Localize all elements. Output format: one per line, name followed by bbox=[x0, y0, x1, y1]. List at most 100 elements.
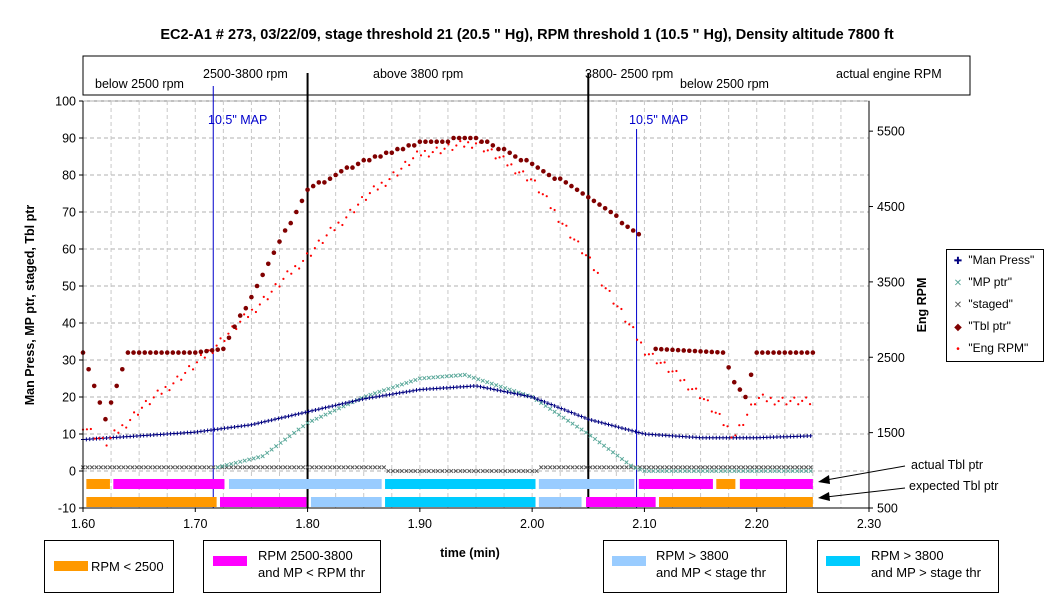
man-press-point bbox=[448, 385, 453, 390]
staged-point bbox=[687, 465, 692, 470]
tbl-ptr-point bbox=[681, 348, 687, 353]
expected-tbl-ptr-bar bbox=[538, 497, 582, 507]
x-tick-label: 2.10 bbox=[632, 517, 656, 531]
mp-ptr-point bbox=[588, 433, 593, 438]
staged-point bbox=[633, 465, 638, 470]
key-swatch bbox=[213, 556, 247, 566]
man-press-point bbox=[522, 393, 527, 398]
eng-rpm-point bbox=[357, 203, 360, 206]
mp-ptr-point bbox=[732, 468, 737, 474]
eng-rpm-point bbox=[498, 156, 501, 159]
mp-ptr-point bbox=[471, 375, 476, 380]
man-press-point bbox=[242, 423, 247, 428]
mp-ptr-point bbox=[503, 385, 508, 391]
man-press-point bbox=[205, 428, 210, 433]
tbl-ptr-point bbox=[114, 383, 119, 389]
tbl-ptr-point bbox=[254, 283, 260, 289]
staged-point bbox=[570, 465, 575, 470]
tbl-ptr-point bbox=[395, 146, 400, 152]
man-press-point bbox=[209, 428, 214, 433]
mp-ptr-point bbox=[700, 468, 705, 474]
staged-point bbox=[592, 465, 598, 470]
mp-ptr-point bbox=[309, 418, 315, 423]
eng-rpm-point bbox=[243, 313, 246, 316]
staged-point bbox=[696, 465, 701, 470]
man-press-point bbox=[246, 423, 251, 428]
legend-label: "staged" bbox=[968, 297, 1013, 311]
staged-point bbox=[368, 465, 373, 470]
mp-ptr-point bbox=[781, 468, 786, 474]
mp-ptr-point bbox=[300, 424, 306, 429]
mp-ptr-point bbox=[727, 468, 732, 474]
staged-point bbox=[395, 468, 400, 474]
man-press-point bbox=[502, 389, 507, 394]
staged-point bbox=[525, 468, 530, 474]
tbl-ptr-point bbox=[148, 350, 153, 355]
man-press-point bbox=[269, 418, 274, 423]
expected-tbl-ptr-bar bbox=[385, 497, 536, 507]
staged-point bbox=[291, 465, 297, 470]
staged-point bbox=[543, 465, 548, 470]
man-press-point bbox=[111, 435, 116, 440]
staged-point bbox=[287, 465, 292, 470]
eng-rpm-point bbox=[643, 353, 647, 356]
staged-point bbox=[727, 465, 732, 470]
eng-rpm-point bbox=[132, 411, 136, 414]
man-press-point bbox=[283, 414, 288, 419]
staged-point bbox=[242, 465, 247, 470]
staged-point bbox=[440, 468, 445, 474]
tbl-ptr-point bbox=[131, 350, 136, 355]
x-tick-label: 1.70 bbox=[183, 517, 207, 531]
man-press-point bbox=[613, 424, 618, 429]
man-press-point bbox=[636, 430, 641, 435]
man-press-point bbox=[219, 426, 224, 431]
man-press-point bbox=[488, 386, 493, 391]
tbl-ptr-point bbox=[535, 165, 541, 170]
tbl-ptr-point bbox=[277, 239, 282, 244]
mp-ptr-point bbox=[435, 374, 440, 380]
tbl-ptr-point bbox=[715, 349, 720, 355]
y-tick-label: 0 bbox=[69, 465, 76, 479]
staged-point bbox=[152, 465, 158, 470]
staged-point bbox=[503, 468, 508, 474]
staged-point bbox=[709, 465, 714, 470]
mp-ptr-point bbox=[305, 420, 310, 426]
y-tick-label: 70 bbox=[62, 206, 76, 220]
tbl-ptr-point bbox=[703, 349, 709, 354]
eng-rpm-point bbox=[801, 399, 804, 402]
tbl-ptr-point bbox=[215, 347, 221, 352]
vertical-markers bbox=[212, 73, 638, 508]
eng-rpm-point bbox=[290, 272, 293, 275]
mp-ptr-point bbox=[552, 409, 557, 414]
tbl-ptr-point bbox=[170, 350, 176, 355]
man-press-point bbox=[481, 385, 486, 390]
actual-tbl-ptr-bar bbox=[113, 479, 225, 489]
man-press-point bbox=[431, 386, 436, 391]
mp-ptr-point bbox=[381, 388, 387, 393]
staged-point bbox=[318, 465, 324, 470]
tbl-ptr-point bbox=[108, 400, 114, 405]
legend-item-man-press: ✚ "Man Press" bbox=[951, 251, 1034, 269]
mp-ptr-point bbox=[642, 468, 647, 474]
staged-point bbox=[615, 465, 620, 470]
mp-ptr-point bbox=[750, 468, 755, 474]
eng-rpm-point bbox=[596, 271, 599, 274]
mp-ptr-point bbox=[291, 430, 297, 436]
mp-ptr-point bbox=[664, 468, 670, 474]
mp-ptr-point bbox=[547, 406, 553, 411]
staged-point bbox=[521, 468, 526, 474]
tbl-ptr-point bbox=[91, 383, 97, 389]
staged-point bbox=[691, 465, 696, 470]
man-press-point bbox=[374, 394, 379, 399]
staged-point bbox=[610, 465, 616, 470]
man-press-point bbox=[673, 434, 678, 439]
y-tick-label: 100 bbox=[55, 95, 76, 109]
mp-ptr-point bbox=[233, 460, 238, 466]
eng-rpm-point bbox=[176, 375, 179, 378]
eng-rpm-point bbox=[577, 240, 580, 243]
tbl-ptr-point bbox=[636, 231, 642, 237]
man-press-point bbox=[215, 427, 220, 432]
man-press-point bbox=[508, 390, 513, 395]
man-press-point bbox=[303, 410, 308, 415]
mp-ptr-point bbox=[714, 468, 719, 474]
